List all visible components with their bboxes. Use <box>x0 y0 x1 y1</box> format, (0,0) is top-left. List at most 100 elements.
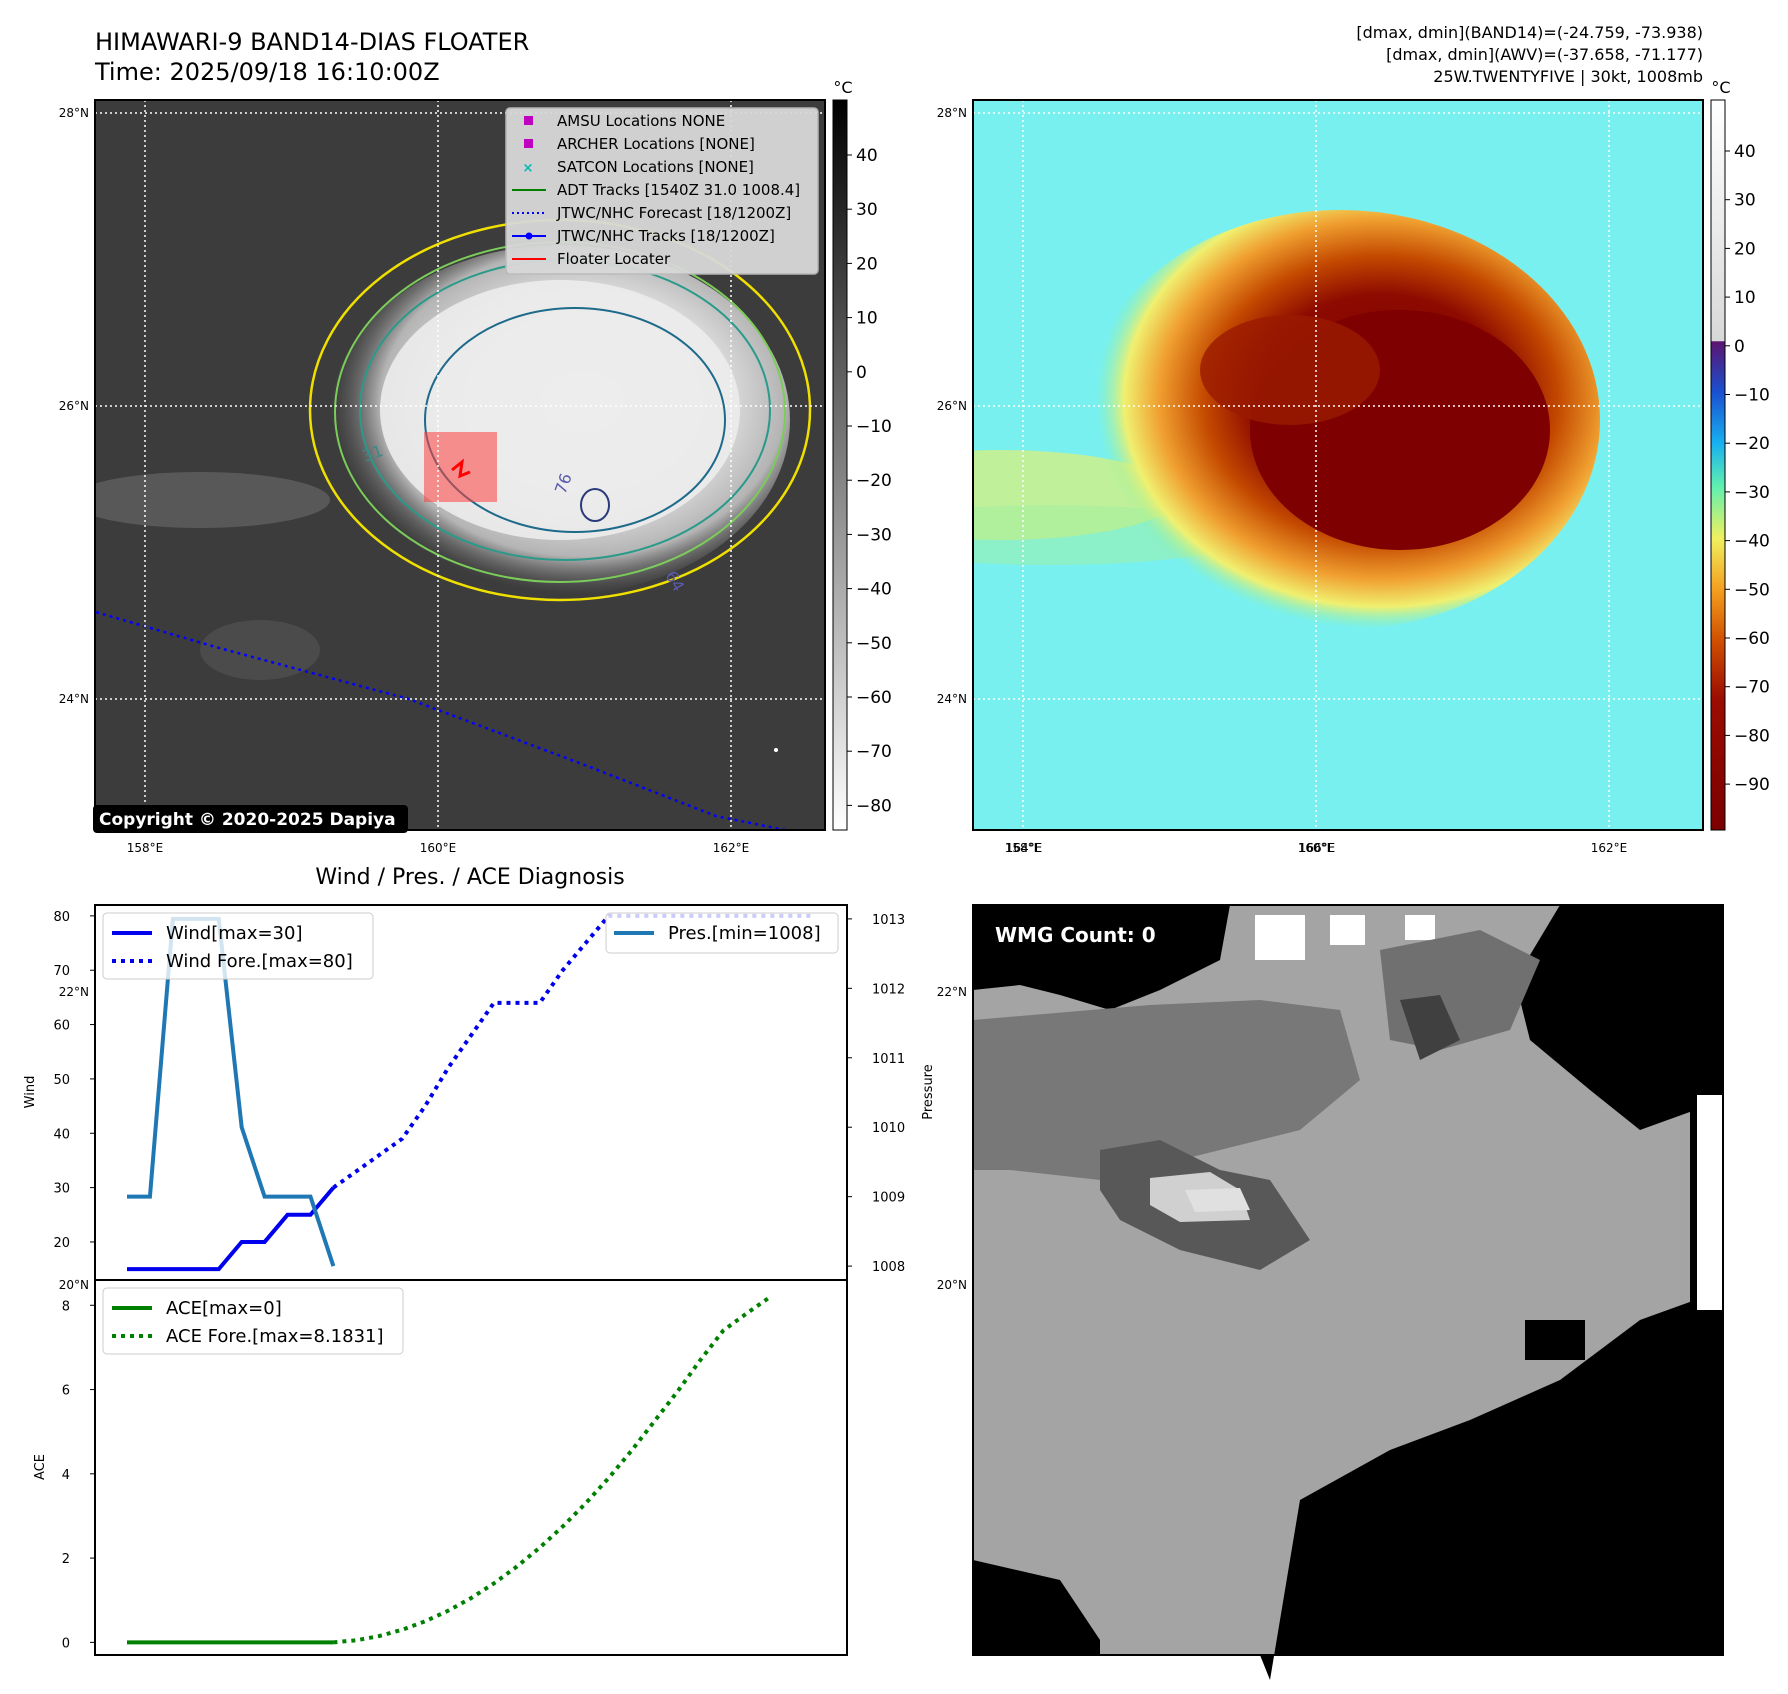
legend-label: ARCHER Locations [NONE] <box>557 135 755 153</box>
wind-ytick-label: 20 <box>53 1236 70 1251</box>
legend-marker <box>524 116 533 125</box>
colorbar-tick-label: 40 <box>856 146 878 166</box>
wmg-count-box <box>985 918 1167 950</box>
lon-tick-label: 164°E <box>1006 841 1043 855</box>
colorbar-tick-label: 10 <box>1734 288 1756 308</box>
wind-ytick-label: 40 <box>53 1127 70 1142</box>
lat-tick-label: 28°N <box>59 106 89 120</box>
legend-label: SATCON Locations [NONE] <box>557 158 754 176</box>
colorbar-tick-label: −20 <box>856 471 892 491</box>
colorbar-tick-label: 30 <box>1734 191 1756 211</box>
lon-tick-label: 158°E <box>1005 841 1042 855</box>
lat-tick-label: 26°N <box>937 399 967 413</box>
legend-label: Floater Locater <box>557 250 671 268</box>
lon-tick-label: 158°E <box>127 841 164 855</box>
diagnosis-title: Wind / Pres. / ACE Diagnosis <box>315 865 624 890</box>
colorbar-tick-label: −60 <box>1734 629 1770 649</box>
wind-ytick-label: 50 <box>53 1073 70 1088</box>
legend-marker-dot <box>525 232 533 240</box>
legend-label: JTWC/NHC Tracks [18/1200Z] <box>556 227 775 245</box>
lon-tick-label: 162°E <box>1591 841 1628 855</box>
colorbar-tick-label: −40 <box>856 580 892 600</box>
color-colorbar-unit: °C <box>1711 78 1730 97</box>
lat-tick-label: 22°N <box>59 985 89 999</box>
pressure-axis-label: Pressure <box>921 1064 936 1120</box>
colorbar-tick-label: −80 <box>1734 726 1770 746</box>
colorbar-tick-label: 0 <box>856 363 867 383</box>
colorbar-tick-label: −10 <box>1734 386 1770 406</box>
gray-colorbar-unit: °C <box>833 78 852 97</box>
colorbar-tick-label: −30 <box>1734 483 1770 503</box>
series-line <box>127 1186 335 1272</box>
wind-ytick-label: 60 <box>53 1019 70 1034</box>
colorbar-tick-label: 20 <box>1734 239 1756 259</box>
legend-label: ACE[max=0] <box>166 1298 282 1319</box>
legend-label: Wind[max=30] <box>166 923 303 944</box>
color-map-frame <box>972 99 1704 831</box>
wind-chart: 80 70 60 50 40 30 20 1013 1012 1011 1010 1009 1008 W… <box>23 904 936 1281</box>
pressure-ytick-label: 1012 <box>872 982 905 997</box>
colorbar-tick-label: −50 <box>1734 580 1770 600</box>
colorbar-tick-label: −30 <box>856 525 892 545</box>
figure-title: HIMAWARI-9 BAND14-DIAS FLOATER <box>95 28 529 56</box>
best-track-point <box>1474 856 1482 864</box>
color-colorbar: °C 40 30 20 10 0 −10 −20 −30 −40 −50 −60 −70 −80 −90 <box>1710 78 1770 831</box>
lat-tick-label: 22°N <box>937 985 967 999</box>
map-tick-labels: 28°N 26°N 24°N 22°N 20°N 158°E 160°E 162°E 164°E… <box>59 106 1628 1292</box>
ace-ytick-label: 0 <box>62 1636 70 1651</box>
lat-tick-label: 24°N <box>59 692 89 706</box>
lat-tick-label: 20°N <box>937 1278 967 1292</box>
pressure-ytick-label: 1013 <box>872 913 905 928</box>
color-map-panel <box>973 100 1703 830</box>
ace-ytick-label: 2 <box>62 1552 70 1567</box>
lat-tick-label: 20°N <box>59 1278 89 1292</box>
ace-ytick-label: 4 <box>62 1468 70 1483</box>
wmg-panel: WMG Count: 0 <box>972 904 1724 1680</box>
ir-map-frame <box>94 99 826 831</box>
legend-label: Pres.[min=1008] <box>668 923 821 944</box>
info-line-3: 25W.TWENTYFIVE | 30kt, 1008mb <box>1433 67 1703 86</box>
colorbar-tick-label: 0 <box>1734 337 1745 357</box>
best-track-point <box>859 842 867 850</box>
colorbar-tick-label: −50 <box>856 634 892 654</box>
lat-tick-label: 28°N <box>937 106 967 120</box>
legend-marker: × <box>523 161 534 176</box>
wind-ytick-label: 70 <box>53 964 70 979</box>
wind-ytick-label: 30 <box>53 1182 70 1197</box>
copyright-text: Copyright © 2020-2025 Dapiya <box>99 810 396 830</box>
pressure-ytick-label: 1011 <box>872 1052 905 1067</box>
pressure-ytick-label: 1008 <box>872 1260 905 1275</box>
lon-tick-label: 162°E <box>713 841 750 855</box>
legend-label: AMSU Locations NONE <box>557 112 725 130</box>
legend-label: ADT Tracks [1540Z 31.0 1008.4] <box>557 181 800 199</box>
pressure-ytick-label: 1010 <box>872 1121 905 1136</box>
colorbar-tick-label: 30 <box>856 200 878 220</box>
colorbar-tick-label: −20 <box>1734 434 1770 454</box>
lat-tick-label: 26°N <box>59 399 89 413</box>
legend-label: ACE Fore.[max=8.1831] <box>166 1326 384 1347</box>
colorbar-tick-label: 40 <box>1734 142 1756 162</box>
info-line-2: [dmax, dmin](AWV)=(-37.658, -71.177) <box>1386 45 1703 64</box>
color-map-gridlines <box>973 100 1703 830</box>
colorbar-tick-label: −80 <box>856 796 892 816</box>
colorbar-tick-label: −90 <box>1734 775 1770 795</box>
colorbar-tick-label: 20 <box>856 254 878 274</box>
info-line-1: [dmax, dmin](BAND14)=(-24.759, -73.938) <box>1356 23 1703 42</box>
ace-chart: 8 6 4 2 0 ACE ACE[max=0] ACE Fore.[max=8.1831… <box>33 1279 848 1656</box>
legend-label: JTWC/NHC Forecast [18/1200Z] <box>556 204 791 222</box>
ace-axis-label: ACE <box>33 1454 48 1480</box>
lon-tick-label: 166°E <box>1299 841 1336 855</box>
wind-ytick-label: 80 <box>53 910 70 925</box>
wind-axis-label: Wind <box>23 1076 38 1109</box>
map-legend: AMSU Locations NONE ARCHER Locations [NON… <box>505 107 819 275</box>
lat-tick-label: 24°N <box>937 692 967 706</box>
colorbar-tick-label: −40 <box>1734 532 1770 552</box>
wmg-count-label: WMG Count: 0 <box>995 923 1156 947</box>
ace-ytick-label: 6 <box>62 1384 70 1399</box>
series-line <box>127 916 336 1267</box>
ace-ytick-label: 8 <box>62 1299 70 1314</box>
legend-marker <box>524 139 533 148</box>
series-line <box>333 1296 771 1645</box>
